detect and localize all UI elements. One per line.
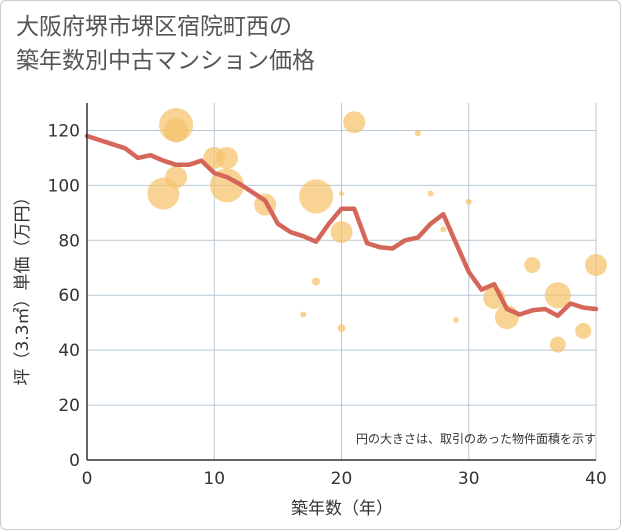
axes xyxy=(86,103,596,461)
scatter-point xyxy=(300,311,307,318)
grid-lines xyxy=(86,103,597,461)
scatter-point xyxy=(312,277,321,286)
y-tick-label: 120 xyxy=(48,121,80,141)
scatter-point xyxy=(330,221,353,244)
bubble-series xyxy=(147,107,607,353)
scatter-point xyxy=(465,198,472,205)
scatter-point xyxy=(549,336,566,353)
y-tick-label: 60 xyxy=(58,286,80,306)
scatter-point xyxy=(165,166,188,189)
x-axis-label: 築年数（年） xyxy=(291,499,393,519)
x-tick-label: 20 xyxy=(331,469,353,489)
trend-line-series xyxy=(84,133,599,319)
y-tick-label: 80 xyxy=(58,231,80,251)
chart-title: 大阪府堺市堺区宿院町西の 築年数別中古マンション価格 xyxy=(16,14,315,74)
scatter-point xyxy=(414,130,421,137)
y-axis-label: 坪（3.3㎡）単価（万円） xyxy=(13,188,33,385)
trend-line xyxy=(84,133,599,319)
scatter-point xyxy=(453,316,460,323)
scatter-point xyxy=(164,118,189,143)
scatter-point xyxy=(209,168,244,203)
y-tick-label: 0 xyxy=(69,451,80,471)
x-tick-label: 40 xyxy=(585,469,607,489)
scatter-point xyxy=(299,179,334,214)
x-tick-labels: 0 10 20 30 40 xyxy=(82,469,607,489)
scatter-point xyxy=(524,257,541,274)
scatter-point xyxy=(427,190,434,197)
scatter-point xyxy=(215,146,238,169)
y-tick-label: 20 xyxy=(58,396,80,416)
y-tick-labels: 0 20 40 60 80 100 120 xyxy=(48,121,80,471)
scatter-point xyxy=(343,111,366,134)
x-tick-label: 10 xyxy=(203,469,225,489)
scatter-point xyxy=(440,226,447,233)
scatter-point xyxy=(544,282,571,309)
y-tick-label: 100 xyxy=(48,176,80,196)
y-tick-label: 40 xyxy=(58,341,80,361)
scatter-point xyxy=(337,324,346,333)
x-tick-label: 0 xyxy=(82,469,93,489)
scatter-point xyxy=(585,254,607,277)
scatter-point xyxy=(339,191,344,197)
bubble-size-annotation: 円の大きさは、取引のあった物件面積を示す xyxy=(356,431,596,446)
x-tick-label: 30 xyxy=(458,469,480,489)
scatter-point xyxy=(575,322,592,339)
